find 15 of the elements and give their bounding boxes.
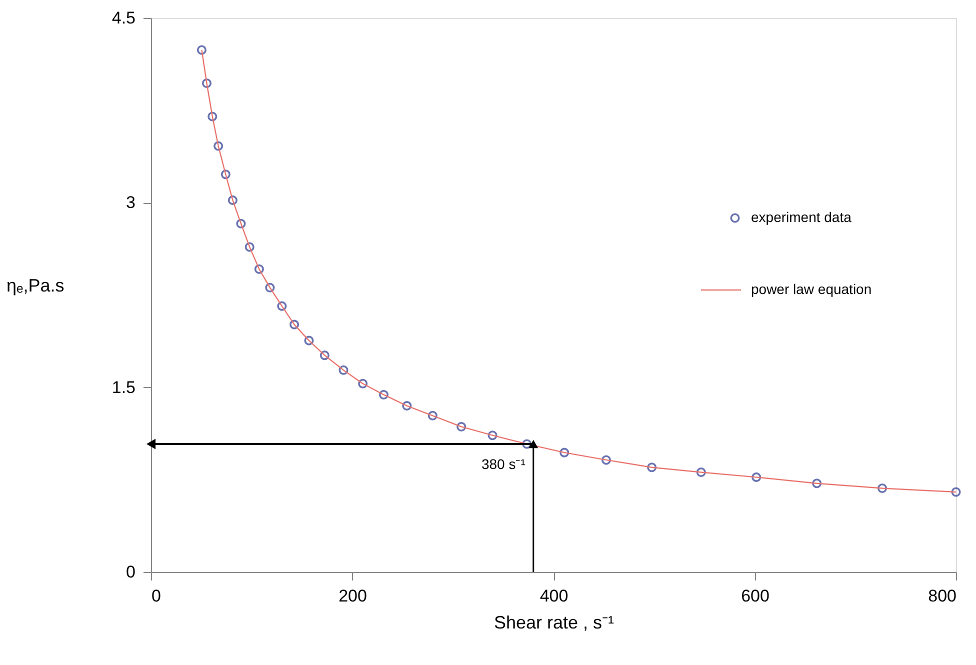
y-axis-title: ηₑ,Pa.s [6, 276, 64, 296]
y-tick-label: 0 [126, 562, 136, 582]
line-series [201, 49, 957, 493]
x-tick-label: 400 [540, 586, 568, 606]
x-axis-title: Shear rate , s⁻¹ [494, 612, 614, 632]
legend-label: power law equation [751, 281, 872, 297]
x-tick-label: 0 [152, 586, 161, 606]
y-tick-label: 4.5 [112, 8, 136, 28]
x-tick-label: 200 [338, 586, 367, 606]
y-tick-label: 3 [126, 193, 136, 212]
x-tick-label: 600 [741, 586, 770, 606]
annotation: 380 s⁻¹ [481, 456, 526, 472]
x-tick-label: 800 [928, 586, 956, 606]
y-tick-label: 1.5 [112, 378, 136, 397]
legend-label: experiment data [751, 209, 852, 225]
